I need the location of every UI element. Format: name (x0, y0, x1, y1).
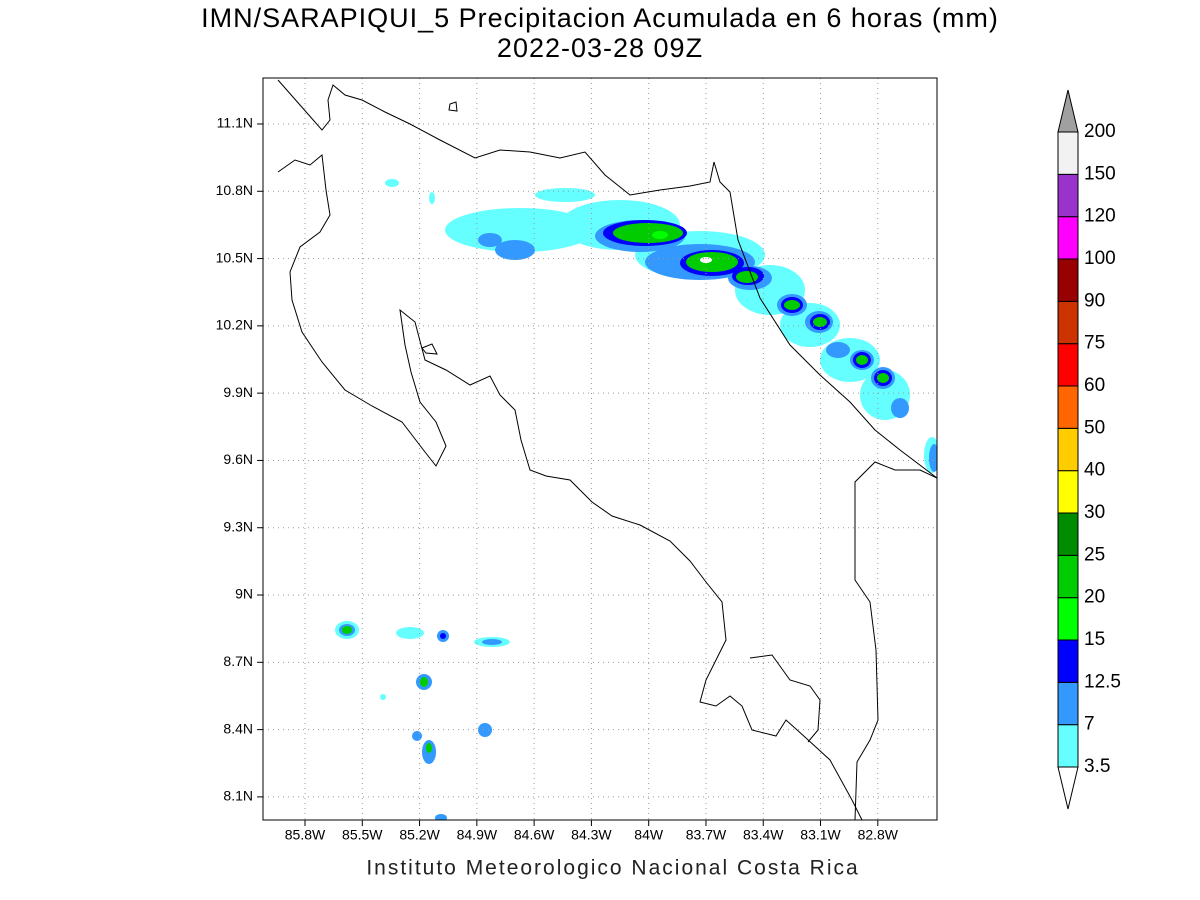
y-tick-label: 10.5N (216, 249, 253, 265)
colorbar: 3.5 7 12.5 15 20 25 30 40 50 60 75 90 100 120 150 200 (1057, 89, 1121, 810)
colorbar-segment (1057, 427, 1079, 472)
y-tick-label: 9.3N (223, 518, 253, 534)
colorbar-label: 12.5 (1084, 671, 1121, 692)
x-tick-label: 85.8W (285, 827, 326, 843)
colorbar-label: 120 (1084, 206, 1116, 227)
subtitle: 2022-03-28 09Z (497, 33, 703, 63)
colorbar-segment (1057, 173, 1079, 218)
colorbar-label: 50 (1084, 417, 1105, 438)
graticule (263, 78, 937, 820)
x-tick-label: 84.6W (514, 827, 555, 843)
colorbar-segment (1057, 639, 1079, 683)
colorbar-label: 30 (1084, 502, 1105, 523)
x-tick-label: 83.1W (800, 827, 841, 843)
coastlines (277, 79, 937, 820)
colorbar-label: 75 (1084, 333, 1105, 354)
colorbar-segment (1057, 512, 1079, 556)
colorbar-segment (1057, 554, 1079, 599)
colorbar-label: 60 (1084, 375, 1105, 396)
colorbar-over (1057, 89, 1079, 133)
colorbar-segment (1057, 470, 1079, 514)
colorbar-segment (1057, 597, 1079, 641)
colorbar-segment (1057, 131, 1079, 175)
colorbar-label: 200 (1084, 121, 1116, 142)
y-tick-label: 8.1N (223, 788, 253, 804)
colorbar-label: 25 (1084, 544, 1105, 565)
colorbar-segment (1057, 258, 1079, 302)
colorbar-under (1057, 766, 1079, 810)
y-tick-label: 9N (235, 586, 253, 602)
y-tick-label: 11.1N (217, 115, 253, 131)
map-frame (262, 77, 938, 821)
map-area (263, 78, 937, 820)
x-tick-label: 85.5W (342, 827, 383, 843)
colorbar-segment (1057, 300, 1079, 345)
x-tick-label: 84.9W (457, 827, 498, 843)
colorbar-label: 3.5 (1084, 756, 1110, 777)
x-tick-label: 83.7W (686, 827, 727, 843)
colorbar-label: 100 (1084, 248, 1116, 269)
y-tick-label: 8.7N (223, 653, 253, 669)
colorbar-label: 20 (1084, 587, 1105, 608)
colorbar-label: 7 (1084, 714, 1095, 735)
x-tick-label: 82.8W (858, 827, 899, 843)
y-tick-label: 9.9N (223, 384, 253, 400)
x-tick-label: 84W (634, 827, 664, 843)
colorbar-segment (1057, 343, 1079, 387)
x-tick-label: 84.3W (571, 827, 612, 843)
colorbar-label: 40 (1084, 460, 1105, 481)
colorbar-segment (1057, 216, 1079, 260)
title: IMN/SARAPIQUI_5 Precipitacion Acumulada … (201, 3, 999, 33)
y-tick-label: 8.4N (223, 720, 253, 736)
colorbar-label: 150 (1084, 163, 1116, 184)
footer: Instituto Meteorologico Nacional Costa R… (366, 857, 859, 880)
colorbar-segment (1057, 681, 1079, 726)
colorbar-segment (1057, 385, 1079, 429)
y-tick-label: 9.6N (223, 451, 253, 467)
y-tick-label: 10.8N (216, 182, 253, 198)
colorbar-label: 90 (1084, 290, 1105, 311)
precip-fields (335, 179, 937, 820)
x-tick-label: 83.4W (743, 827, 784, 843)
x-tick-label: 85.2W (399, 827, 440, 843)
colorbar-label: 15 (1084, 629, 1105, 650)
y-tick-label: 10.2N (216, 317, 253, 333)
colorbar-segment (1057, 724, 1079, 768)
